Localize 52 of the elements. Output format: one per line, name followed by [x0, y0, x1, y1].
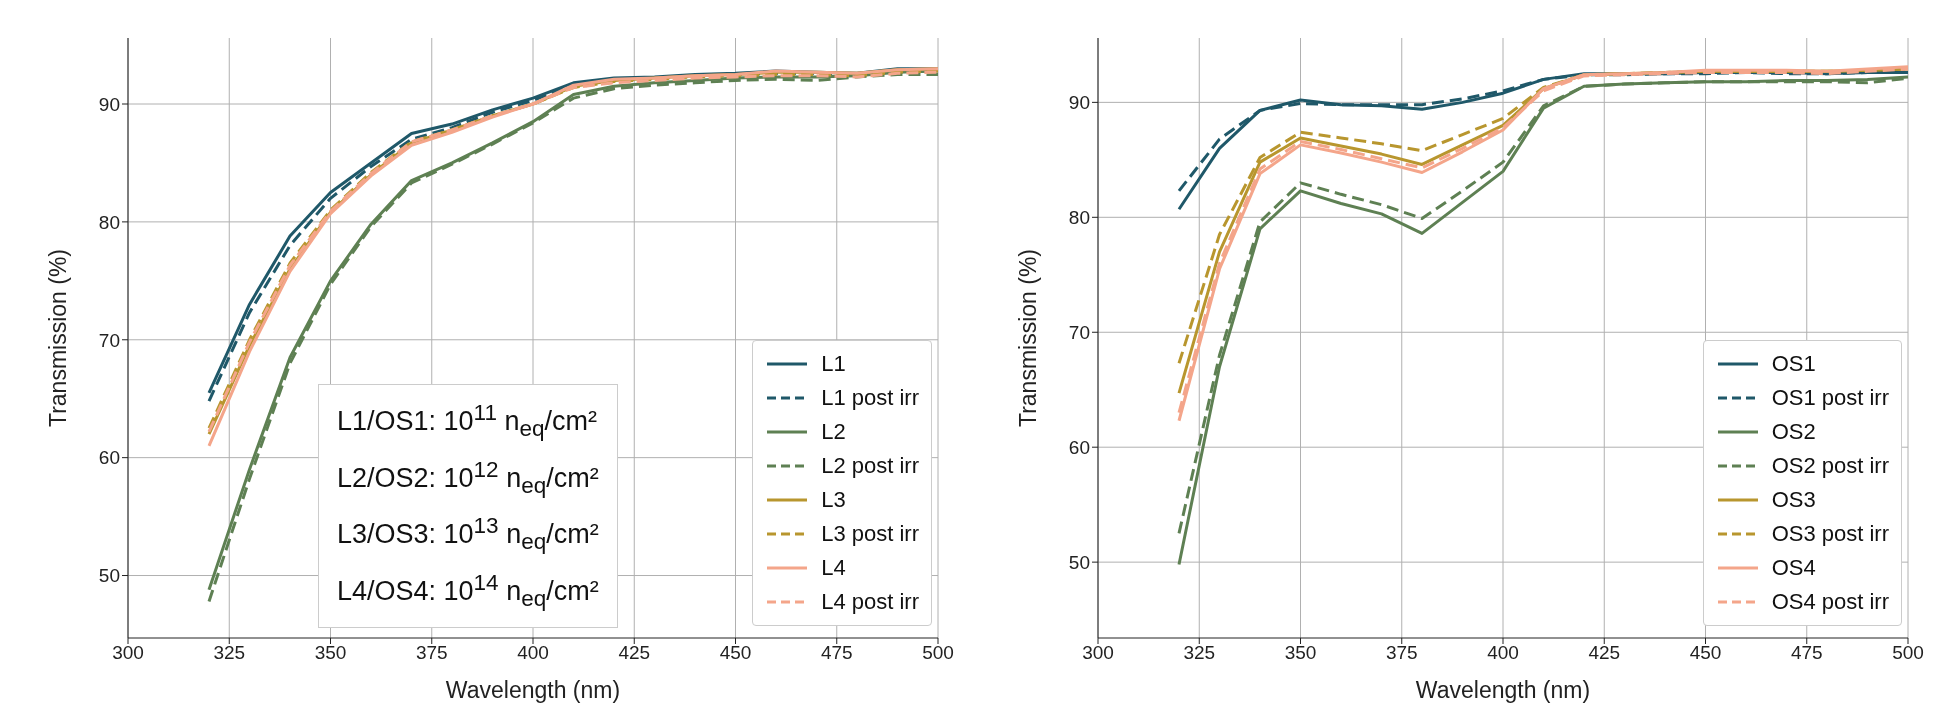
legend-label: L2	[821, 418, 846, 446]
annotation: L3/OS3: 10$^{13}$ n$_{eq}$/cm²	[337, 512, 599, 557]
x-axis-title: Wavelength (nm)	[445, 677, 621, 703]
x-tick-label: 450	[719, 642, 752, 664]
y-tick-label: 60	[98, 447, 120, 469]
y-axis-title: Transmission (%)	[1015, 248, 1042, 428]
y-axis-title: Transmission (%)	[45, 248, 72, 428]
x-tick-label: 450	[1689, 642, 1722, 664]
x-tick-label: 475	[820, 642, 853, 664]
x-tick-label: 350	[1284, 642, 1317, 664]
x-tick-label: 425	[618, 642, 651, 664]
y-tick-label: 80	[98, 211, 120, 233]
x-tick-label: 300	[1082, 642, 1114, 664]
legend-label: OS1 post irr	[1771, 384, 1889, 412]
legend-label: L1	[821, 350, 846, 378]
x-tick-label: 425	[1588, 642, 1621, 664]
x-tick-label: 500	[1892, 642, 1924, 664]
x-tick-label: 375	[1385, 642, 1418, 664]
x-tick-label: 325	[1183, 642, 1216, 664]
x-tick-label: 300	[112, 642, 144, 664]
x-tick-label: 475	[1790, 642, 1823, 664]
y-tick-label: 90	[98, 93, 120, 115]
legend-label: L1 post irr	[821, 384, 919, 412]
y-tick-label: 80	[1068, 207, 1090, 229]
legend-label: OS1	[1771, 350, 1816, 378]
legend-label: L3	[821, 486, 846, 514]
legend-label: OS4 post irr	[1771, 588, 1889, 616]
y-tick-label: 70	[1068, 322, 1090, 343]
x-tick-label: 325	[213, 642, 246, 664]
annotation: L1/OS1: 10$^{11}$ n$_{eq}$/cm²	[337, 399, 598, 444]
legend-label: OS4	[1771, 554, 1816, 582]
legend-label: OS3	[1771, 486, 1816, 514]
legend-label: L4 post irr	[821, 588, 919, 616]
y-tick-label: 50	[98, 565, 120, 587]
x-tick-label: 400	[1487, 642, 1519, 664]
x-tick-label: 350	[314, 642, 347, 664]
legend-label: L4	[821, 554, 846, 582]
x-tick-label: 400	[517, 642, 549, 664]
annotation: L4/OS4: 10$^{14}$ n$_{eq}$/cm²	[337, 568, 599, 613]
y-tick-label: 50	[1068, 551, 1090, 573]
legend-label: OS2 post irr	[1771, 452, 1889, 480]
x-tick-label: 500	[922, 642, 954, 664]
y-tick-label: 90	[1068, 92, 1090, 114]
annotation: L2/OS2: 10$^{12}$ n$_{eq}$/cm²	[337, 455, 599, 501]
x-tick-label: 375	[415, 642, 448, 664]
x-axis-title: Wavelength (nm)	[1415, 677, 1591, 703]
legend-label: L3 post irr	[821, 520, 919, 548]
y-tick-label: 60	[1068, 436, 1090, 458]
legend-label: OS3 post irr	[1771, 520, 1889, 548]
legend-label: OS2	[1771, 418, 1816, 446]
y-tick-label: 70	[98, 329, 120, 351]
legend-label: L2 post irr	[821, 452, 919, 480]
